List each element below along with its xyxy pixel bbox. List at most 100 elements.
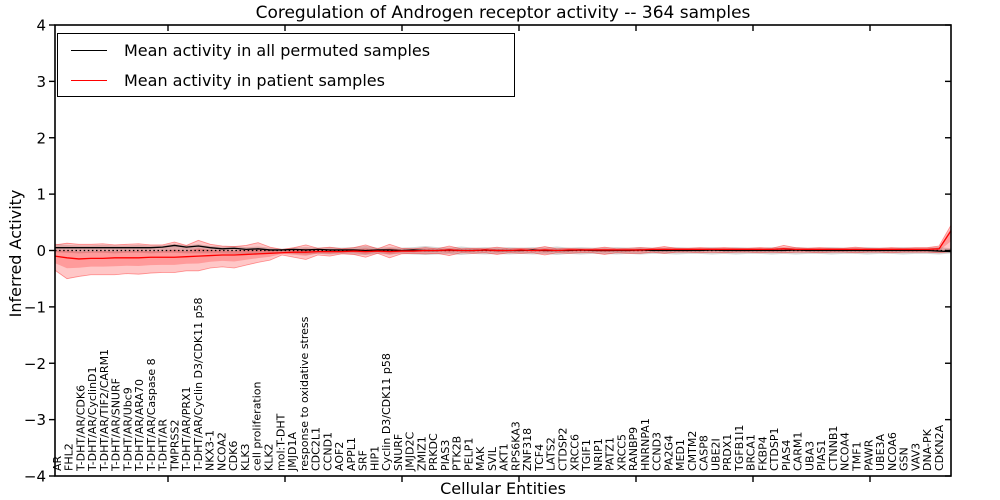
x-category-label: Cyclin D3/CDK11 p58	[380, 353, 393, 471]
x-category-label: T-DHT/AR/CDK6	[74, 385, 87, 472]
x-category-label: TGFB1I1	[733, 425, 746, 472]
x-category-label: FHL2	[63, 443, 76, 471]
x-category-label: NRIP1	[592, 438, 605, 471]
x-category-label: MAK	[474, 446, 487, 471]
x-category-label: CTDSP1	[768, 428, 781, 471]
y-tick-label: −4	[24, 468, 46, 486]
legend-label-permuted: Mean activity in all permuted samples	[124, 40, 431, 60]
legend: Mean activity in all permuted samples Me…	[57, 33, 515, 97]
x-category-label: SNURF	[392, 434, 405, 471]
x-category-label: SRF	[357, 450, 370, 471]
x-category-label: UBE2I	[709, 438, 722, 471]
x-category-label: RPS6KA3	[509, 421, 522, 471]
x-category-label: PIAS1	[815, 440, 828, 471]
x-category-label: T-DHT/AR/PRX1	[180, 386, 193, 472]
x-category-label: AR	[51, 455, 64, 471]
y-tick-label: −3	[24, 411, 46, 429]
x-category-label: PTK2B	[451, 436, 464, 471]
y-tick-label: 2	[36, 129, 46, 147]
x-category-label: LATS2	[545, 437, 558, 471]
band-permuted-range	[55, 243, 951, 256]
y-tick-label: 4	[36, 17, 46, 35]
x-category-label: XRCC5	[615, 434, 628, 471]
x-category-label: TMPRSS2	[168, 420, 181, 472]
x-category-label: DNA-PK	[921, 428, 934, 471]
x-category-label: T-DHT/AR/ARA70	[133, 379, 146, 472]
x-category-label: BRCA1	[745, 434, 758, 471]
y-tick-label: 0	[36, 242, 46, 260]
y-axis-label: Inferred Activity	[6, 189, 25, 318]
x-category-label: VAV3	[909, 443, 922, 471]
x-category-label: TCF4	[533, 444, 546, 472]
x-category-label: PIAS3	[439, 440, 452, 471]
x-category-label: T-DHT/AR/SNURF	[110, 378, 123, 472]
x-category-label: UBA3	[803, 441, 816, 471]
x-category-label: response to oxidative stress	[298, 316, 311, 471]
patient-mean-line	[54, 230, 952, 260]
x-category-label: KLK2	[262, 443, 275, 471]
x-category-label: T-DHT/AR	[157, 419, 170, 472]
x-category-label: TGIF1	[580, 439, 593, 472]
x-category-label: T-DHT/AR/Caspase 8	[145, 358, 158, 472]
x-category-label: CDKN2A	[933, 424, 946, 471]
x-category-label: T-DHT/AR/TIF2/CARM1	[98, 349, 111, 472]
x-category-label: CDK6	[227, 441, 240, 471]
band-patient-inner-range	[55, 227, 951, 269]
x-category-label: TMF1	[850, 441, 863, 472]
x-category-label: NCOA6	[886, 432, 899, 471]
legend-line-swatch-permuted	[71, 49, 107, 51]
x-category-label: SVIL	[486, 446, 499, 471]
y-tick-label: 3	[36, 73, 46, 91]
x-category-label: CCND3	[651, 432, 664, 471]
y-tick-label: 1	[36, 186, 46, 204]
x-category-label: T-DHT/AR/CyclinD1	[86, 366, 99, 472]
x-category-label: CARM1	[792, 432, 805, 471]
legend-label-patient: Mean activity in patient samples	[124, 70, 385, 90]
x-category-label: PIAS4	[780, 440, 793, 471]
x-category-label: NKX3-1	[204, 430, 217, 471]
x-category-label: ZMIZ1	[415, 436, 428, 471]
x-category-label: KLK3	[239, 443, 252, 471]
x-category-label: NCOA4	[839, 432, 852, 471]
legend-item-patient: Mean activity in patient samples	[58, 66, 514, 94]
x-category-label: NCOA2	[215, 432, 228, 471]
x-category-label: CTDSP2	[556, 428, 569, 471]
x-category-label: MED1	[674, 439, 687, 471]
x-category-label: JMJD2C	[404, 432, 417, 472]
x-category-label: FKBP4	[756, 436, 769, 471]
x-category-label: CDC2L1	[310, 427, 323, 471]
x-category-label: PRDX1	[721, 434, 734, 471]
x-category-label: APPL1	[345, 437, 358, 471]
x-axis-label: Cellular Entities	[440, 479, 566, 498]
x-category-label: CCND1	[321, 432, 334, 471]
x-category-label: PATZ1	[604, 437, 617, 471]
legend-line-swatch-patient	[71, 79, 107, 81]
x-category-label: HIP1	[368, 446, 381, 471]
x-category-label: JMJD1A	[286, 432, 299, 472]
x-category-label: UBE3A	[874, 433, 887, 471]
x-category-label: RANBP9	[627, 427, 640, 471]
y-tick-label: −1	[24, 298, 46, 316]
x-category-label: CASP8	[698, 435, 711, 471]
x-category-label: XRCC6	[568, 434, 581, 471]
x-category-label: PA2G4	[662, 435, 675, 471]
x-category-label: ZNF318	[521, 428, 534, 471]
x-category-label: CTNNB1	[827, 426, 840, 471]
x-category-label: mol:T-DHT	[274, 413, 287, 471]
x-category-label: PELP1	[462, 438, 475, 471]
y-tick-label: −2	[24, 355, 46, 373]
x-category-label: AOF2	[333, 442, 346, 471]
x-category-label: T-DHT/AR/Ubc9	[121, 387, 134, 472]
x-category-label: cell proliferation	[251, 381, 264, 471]
x-category-label: HNRNPA1	[639, 418, 652, 471]
x-category-label: PRKDC	[427, 433, 440, 471]
x-category-label: AKT1	[498, 443, 511, 471]
legend-item-permuted: Mean activity in all permuted samples	[58, 36, 514, 64]
x-category-label: GSN	[898, 447, 911, 471]
x-category-label: T-DHT/AR/Cyclin D3/CDK11 p58	[192, 297, 205, 472]
chart-title: Coregulation of Androgen receptor activi…	[255, 3, 751, 23]
x-category-label: PAWR	[862, 439, 875, 471]
x-category-label: CMTM2	[686, 431, 699, 471]
